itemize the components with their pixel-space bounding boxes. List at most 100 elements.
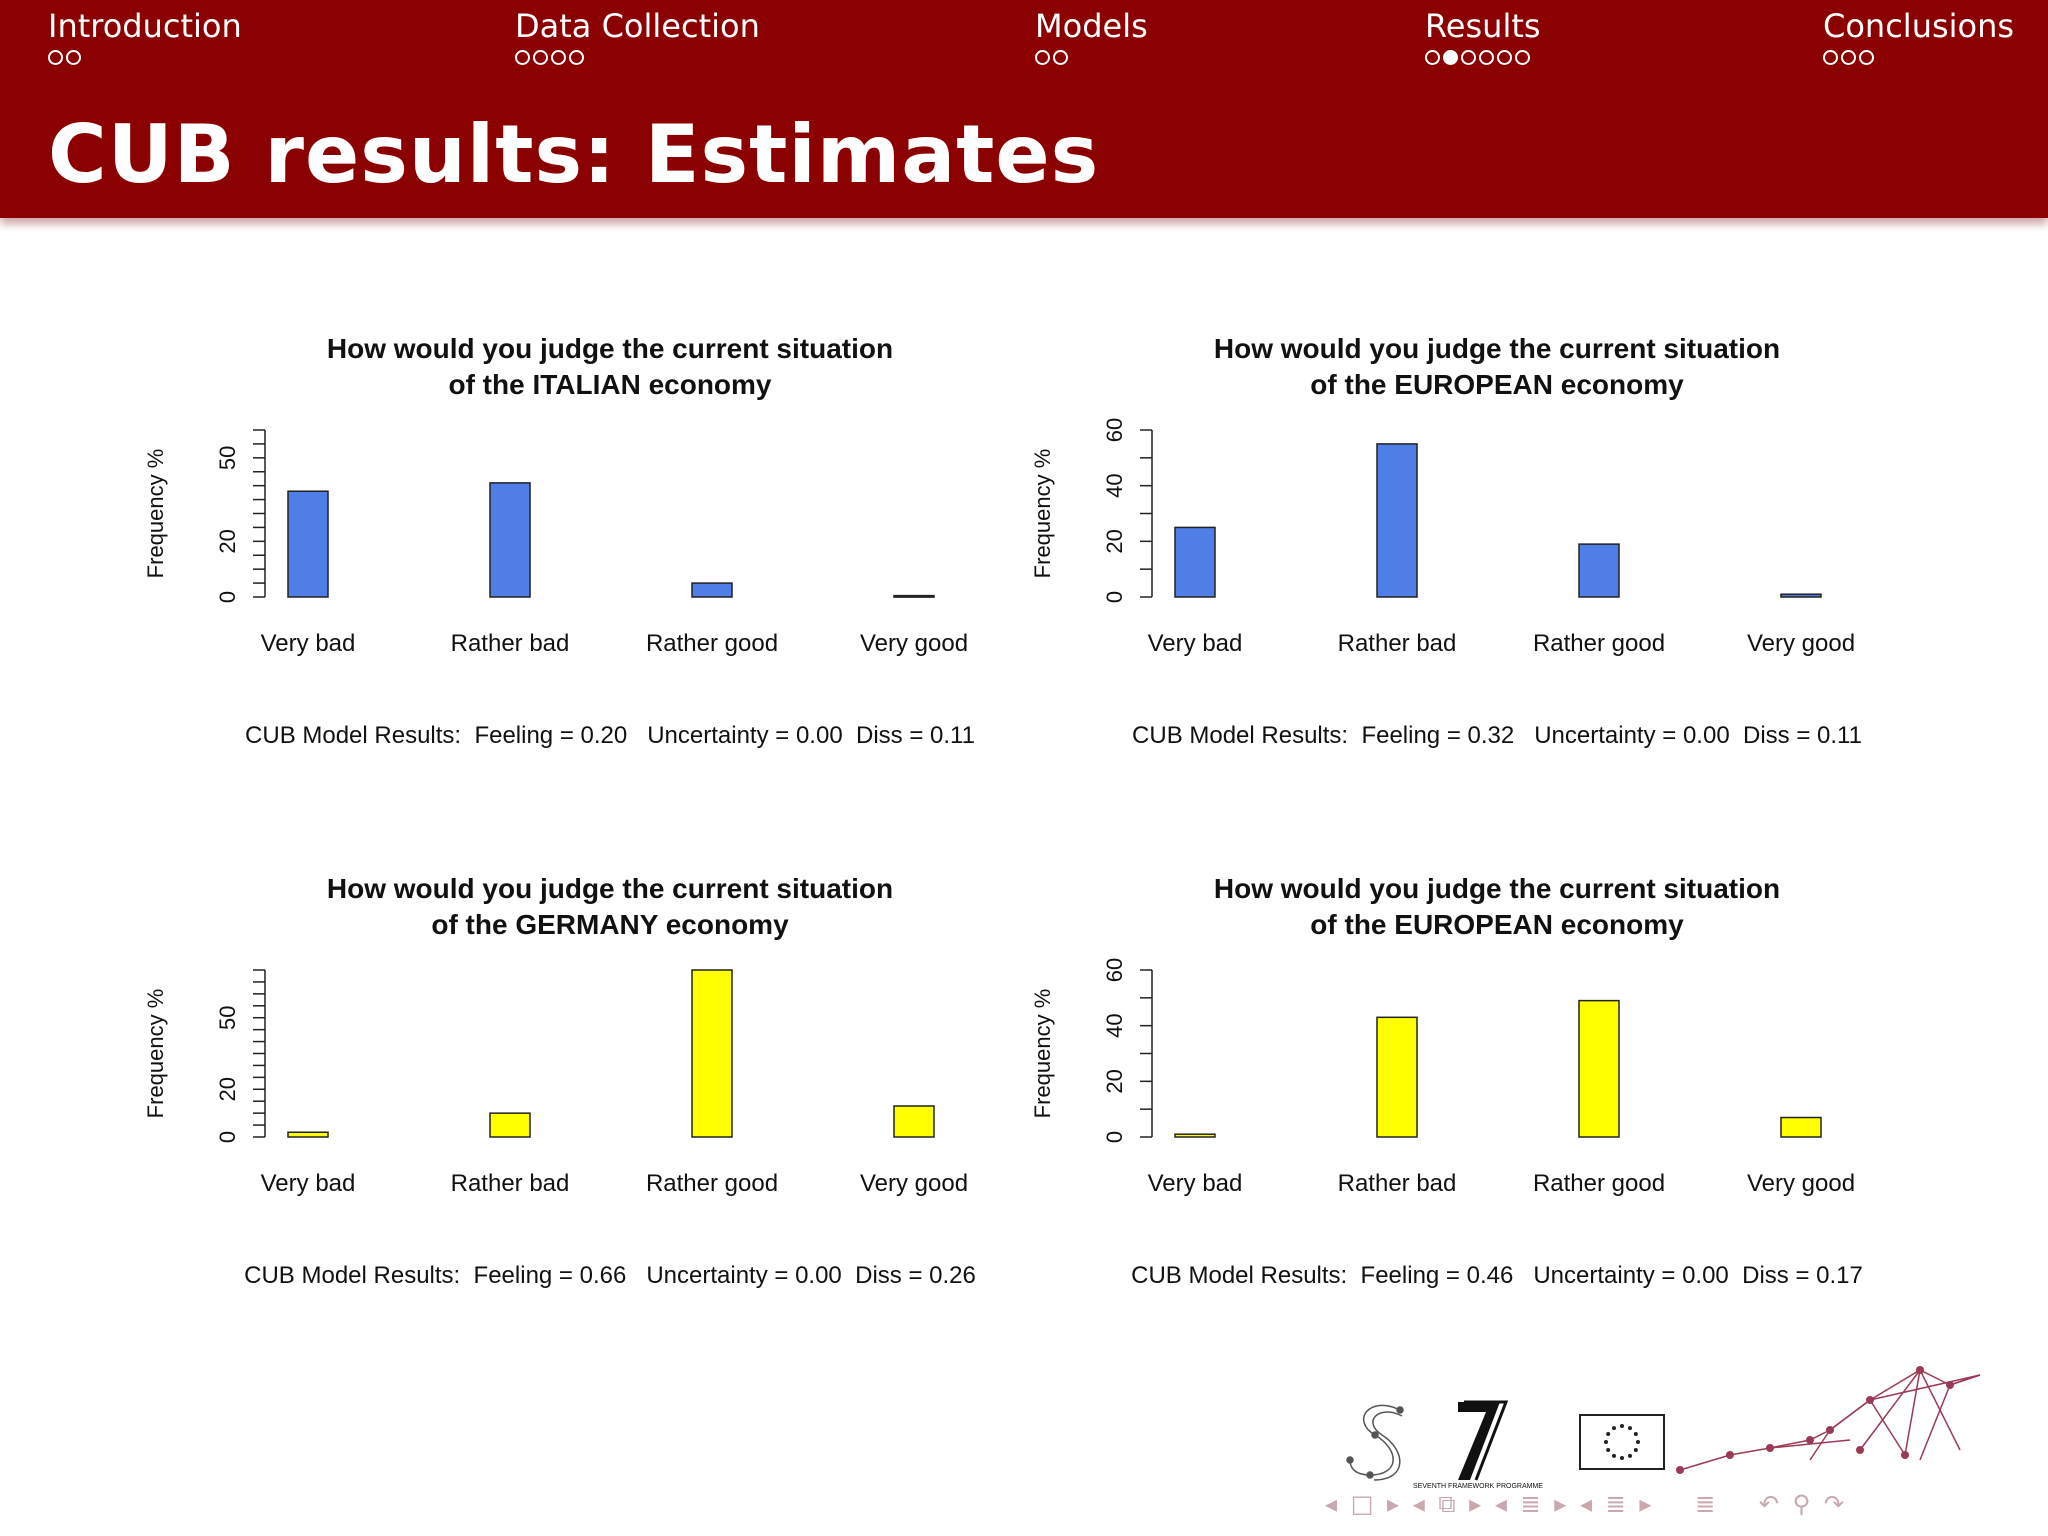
nav-dots bbox=[1823, 50, 2014, 72]
eu-star bbox=[1606, 1432, 1611, 1436]
y-tick-label: 50 bbox=[215, 446, 240, 470]
x-tick-label: Very good bbox=[860, 630, 968, 657]
arrow-right-icon[interactable]: ▸ bbox=[1469, 1490, 1482, 1518]
nav-dots bbox=[1425, 50, 1541, 72]
y-tick-label: 60 bbox=[1102, 418, 1127, 442]
nav-section-label[interactable]: Results bbox=[1425, 7, 1541, 45]
beamer-navigation-bar: ◂ □ ▸ ◂ ⧉ ▸ ◂ ≣ ▸ ◂ ≣ ▸ ≣ ↶ ⚲ ↷ bbox=[1325, 1490, 1850, 1526]
bar bbox=[893, 594, 935, 598]
chart-germany-economy: How would you judge the current situatio… bbox=[130, 865, 1050, 1385]
bar bbox=[1376, 1016, 1418, 1138]
chart-svg: How would you judge the current situatio… bbox=[1030, 873, 1863, 1289]
y-tick-label: 50 bbox=[215, 1005, 240, 1029]
search-icon[interactable]: ⚲ bbox=[1792, 1490, 1811, 1518]
chart-svg: How would you judge the current situatio… bbox=[143, 873, 976, 1289]
arrow-left-icon[interactable]: ◂ bbox=[1579, 1490, 1593, 1518]
arrow-right-icon[interactable]: ▸ bbox=[1387, 1490, 1400, 1518]
eu-star bbox=[1620, 1424, 1624, 1428]
frame-icon[interactable]: □ bbox=[1350, 1490, 1374, 1518]
section-icon[interactable]: ≣ bbox=[1520, 1490, 1541, 1518]
y-axis-label: Frequency % bbox=[143, 449, 168, 579]
nav-section-data-collection[interactable]: Data Collection bbox=[515, 6, 760, 72]
y-tick-label: 0 bbox=[215, 591, 240, 603]
nav-dot[interactable] bbox=[1443, 50, 1458, 65]
fp7-text: SEVENTH FRAMEWORK PROGRAMME bbox=[1413, 1483, 1543, 1490]
x-tick-label: Very good bbox=[1747, 1170, 1855, 1197]
bar bbox=[287, 490, 329, 598]
arrow-left-icon[interactable]: ◂ bbox=[1325, 1490, 1338, 1518]
y-tick-label: 0 bbox=[1102, 591, 1127, 603]
y-axis-label: Frequency % bbox=[143, 989, 168, 1119]
bar bbox=[287, 1131, 329, 1138]
frame-title: CUB results: Estimates bbox=[48, 108, 1100, 201]
nav-dot[interactable] bbox=[1859, 50, 1874, 65]
appendix-icon[interactable]: ≣ bbox=[1695, 1490, 1716, 1518]
bar bbox=[691, 582, 733, 598]
chart-svg: How would you judge the current situatio… bbox=[1030, 333, 1862, 749]
footer-logos: SEVENTH FRAMEWORK PROGRAMME bbox=[1330, 1340, 2048, 1510]
nav-section-label[interactable]: Introduction bbox=[48, 7, 242, 45]
x-tick-label: Very bad bbox=[261, 1170, 356, 1197]
bar bbox=[1376, 443, 1418, 598]
y-tick-label: 20 bbox=[1102, 529, 1127, 553]
y-tick-label: 20 bbox=[215, 529, 240, 553]
x-tick-label: Rather bad bbox=[1338, 630, 1457, 657]
cub-model-results: CUB Model Results: Feeling = 0.46 Uncert… bbox=[1131, 1262, 1863, 1289]
nav-section-label[interactable]: Models bbox=[1035, 7, 1148, 45]
nav-dot[interactable] bbox=[48, 50, 63, 65]
chart-title: of the EUROPEAN economy bbox=[1310, 369, 1684, 400]
nav-section-results[interactable]: Results bbox=[1425, 6, 1541, 72]
x-tick-label: Rather bad bbox=[1338, 1170, 1457, 1197]
subsection-icon[interactable]: ⧉ bbox=[1438, 1490, 1456, 1518]
nav-dot[interactable] bbox=[1497, 50, 1512, 65]
chart-title: How would you judge the current situatio… bbox=[1214, 873, 1780, 904]
nav-dot[interactable] bbox=[1823, 50, 1838, 65]
y-tick-label: 20 bbox=[215, 1077, 240, 1101]
nav-dot[interactable] bbox=[1461, 50, 1476, 65]
nav-dot[interactable] bbox=[1479, 50, 1494, 65]
nav-dot[interactable] bbox=[1035, 50, 1050, 65]
arrow-left-icon[interactable]: ◂ bbox=[1412, 1490, 1425, 1518]
chart-title: How would you judge the current situatio… bbox=[327, 873, 893, 904]
cub-model-results: CUB Model Results: Feeling = 0.66 Uncert… bbox=[244, 1262, 976, 1289]
x-tick-label: Rather good bbox=[1533, 630, 1665, 657]
bar bbox=[893, 1105, 935, 1138]
nav-section-label[interactable]: Conclusions bbox=[1823, 7, 2015, 45]
forward-icon[interactable]: ↷ bbox=[1823, 1490, 1844, 1518]
frame-header: Introduction Data Collection Models Resu… bbox=[0, 0, 2048, 218]
nav-dot[interactable] bbox=[1425, 50, 1440, 65]
eu-star bbox=[1633, 1448, 1638, 1452]
nav-dot[interactable] bbox=[1841, 50, 1856, 65]
nav-dot[interactable] bbox=[569, 50, 584, 65]
nav-dot[interactable] bbox=[1053, 50, 1068, 65]
back-icon[interactable]: ↶ bbox=[1758, 1490, 1779, 1518]
nav-dot[interactable] bbox=[1515, 50, 1530, 65]
x-tick-label: Very good bbox=[860, 1170, 968, 1197]
nav-section-conclusions[interactable]: Conclusions bbox=[1823, 6, 2014, 72]
nav-dot[interactable] bbox=[66, 50, 81, 65]
toc-icon[interactable]: ≣ bbox=[1605, 1490, 1626, 1518]
arrow-left-icon[interactable]: ◂ bbox=[1494, 1490, 1507, 1518]
chart-italian-economy: How would you judge the current situatio… bbox=[130, 325, 1050, 845]
network-graph-decoration bbox=[1676, 1366, 1981, 1474]
nav-section-models[interactable]: Models bbox=[1035, 6, 1148, 72]
nav-section-label[interactable]: Data Collection bbox=[515, 7, 760, 45]
bar bbox=[1174, 1133, 1216, 1138]
y-tick-label: 40 bbox=[1102, 1013, 1127, 1037]
arrow-right-icon[interactable]: ▸ bbox=[1554, 1490, 1567, 1518]
arrow-right-icon[interactable]: ▸ bbox=[1639, 1490, 1652, 1518]
chart-title: of the GERMANY economy bbox=[431, 909, 789, 940]
nav-section-introduction[interactable]: Introduction bbox=[48, 6, 242, 72]
nav-dot[interactable] bbox=[533, 50, 548, 65]
nav-dot[interactable] bbox=[515, 50, 530, 65]
nav-dot[interactable] bbox=[551, 50, 566, 65]
eu-star bbox=[1633, 1432, 1638, 1436]
bar bbox=[1780, 1116, 1822, 1138]
bar bbox=[1578, 543, 1620, 598]
nav-dots bbox=[515, 50, 760, 72]
eu-star bbox=[1628, 1453, 1632, 1458]
chart-title: How would you judge the current situatio… bbox=[1214, 333, 1780, 364]
x-tick-label: Very bad bbox=[1148, 630, 1243, 657]
y-tick-label: 0 bbox=[215, 1131, 240, 1143]
eu-star bbox=[1604, 1440, 1608, 1444]
